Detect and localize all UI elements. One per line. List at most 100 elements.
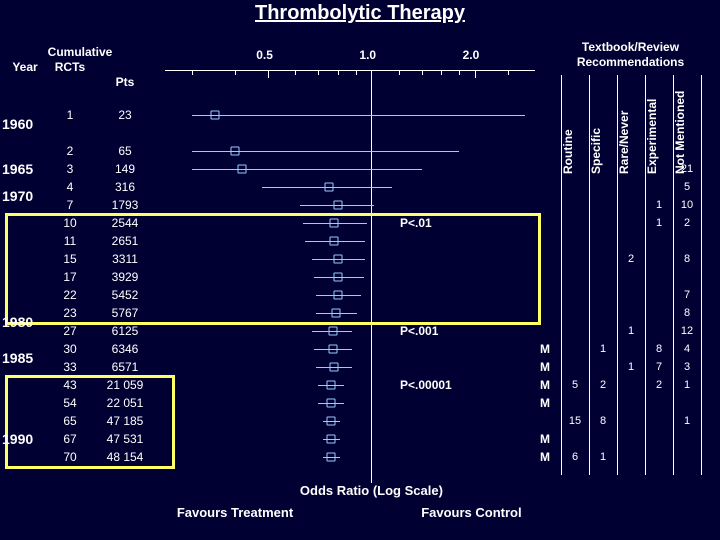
pts-10: 5452 <box>95 288 155 302</box>
tick-label: 1.0 <box>359 48 376 62</box>
pts-13: 6346 <box>95 342 155 356</box>
rec-11-4: 8 <box>676 307 698 319</box>
pts-4: 316 <box>95 180 155 194</box>
marker-17 <box>326 417 335 426</box>
rct-8: 15 <box>50 252 90 266</box>
rec-divider-1 <box>589 75 590 475</box>
rct-11: 23 <box>50 306 90 320</box>
pts-12: 6125 <box>95 324 155 338</box>
pts-15: 21 059 <box>95 378 155 392</box>
pts-5: 1793 <box>95 198 155 212</box>
marker-3 <box>238 165 247 174</box>
marker-12 <box>328 327 337 336</box>
rec-14-3: 7 <box>648 361 670 373</box>
pts-3: 149 <box>95 162 155 176</box>
pts-14: 6571 <box>95 360 155 374</box>
rec-6-4: 2 <box>676 217 698 229</box>
m-15: M <box>540 378 550 392</box>
rec-17-4: 1 <box>676 415 698 427</box>
minor-tick <box>459 70 460 75</box>
rct-10: 22 <box>50 288 90 302</box>
year-1965: 1965 <box>2 161 33 177</box>
rct-16: 54 <box>50 396 90 410</box>
marker-19 <box>326 453 335 462</box>
rec-8-4: 8 <box>676 253 698 265</box>
marker-13 <box>328 345 337 354</box>
rec-divider-2 <box>617 75 618 475</box>
rec-10-4: 7 <box>676 289 698 301</box>
rec-5-3: 1 <box>648 199 670 211</box>
chart-title: Thrombolytic Therapy <box>0 2 720 25</box>
marker-15 <box>326 381 335 390</box>
marker-0 <box>211 111 220 120</box>
p-15: P<.00001 <box>400 378 452 392</box>
rec-12-4: 12 <box>676 325 698 337</box>
pts-0: 23 <box>95 108 155 122</box>
rct-4: 4 <box>50 180 90 194</box>
rct-9: 17 <box>50 270 90 284</box>
rec-4-4: 5 <box>676 181 698 193</box>
pts-2: 65 <box>95 144 155 158</box>
marker-10 <box>334 291 343 300</box>
minor-tick <box>318 70 319 75</box>
rec-divider-5 <box>701 75 702 475</box>
header-year: Year <box>5 60 45 74</box>
rct-6: 10 <box>50 216 90 230</box>
marker-18 <box>326 435 335 444</box>
p-12: P<.001 <box>400 324 438 338</box>
pts-19: 48 154 <box>95 450 155 464</box>
rec-19-1: 1 <box>592 451 614 463</box>
rec-13-4: 4 <box>676 343 698 355</box>
rct-12: 27 <box>50 324 90 338</box>
rct-13: 30 <box>50 342 90 356</box>
minor-tick <box>338 70 339 75</box>
rec-13-1: 1 <box>592 343 614 355</box>
rec-13-3: 8 <box>648 343 670 355</box>
p-6: P<.01 <box>400 216 432 230</box>
favours-control: Favours Control <box>391 505 551 520</box>
rct-14: 33 <box>50 360 90 374</box>
minor-tick <box>295 70 296 75</box>
rec-divider-4 <box>673 75 674 475</box>
marker-6 <box>330 219 339 228</box>
year-1960: 1960 <box>2 116 33 132</box>
x-axis-label: Odds Ratio (Log Scale) <box>281 483 461 498</box>
header-cumulative: Cumulative <box>40 45 120 59</box>
marker-14 <box>330 363 339 372</box>
m-16: M <box>540 396 550 410</box>
rec-19-0: 6 <box>564 451 586 463</box>
rec-5-4: 10 <box>676 199 698 211</box>
marker-16 <box>326 399 335 408</box>
pts-11: 5767 <box>95 306 155 320</box>
rct-3: 3 <box>50 162 90 176</box>
m-13: M <box>540 342 550 356</box>
header-rcts: RCTs <box>50 60 90 74</box>
rct-15: 43 <box>50 378 90 392</box>
pts-7: 2651 <box>95 234 155 248</box>
rec-8-2: 2 <box>620 253 642 265</box>
rct-2: 2 <box>50 144 90 158</box>
rec-col-1: Specific <box>589 128 603 174</box>
m-18: M <box>540 432 550 446</box>
minor-tick <box>235 70 236 75</box>
marker-9 <box>334 273 343 282</box>
rec-15-0: 5 <box>564 379 586 391</box>
rec-17-1: 8 <box>592 415 614 427</box>
minor-tick <box>422 70 423 75</box>
pts-6: 2544 <box>95 216 155 230</box>
ci-0 <box>192 115 525 116</box>
pts-9: 3929 <box>95 270 155 284</box>
rec-divider-0 <box>561 75 562 475</box>
plot-area: CumulativeYearRCTsPts0.51.02.0Textbook/R… <box>0 30 720 540</box>
m-14: M <box>540 360 550 374</box>
header-pts: Pts <box>100 75 150 89</box>
rct-0: 1 <box>50 108 90 122</box>
year-1980: 1980 <box>2 314 33 330</box>
rec-12-2: 1 <box>620 325 642 337</box>
rct-17: 65 <box>50 414 90 428</box>
pts-18: 47 531 <box>95 432 155 446</box>
minor-tick <box>399 70 400 75</box>
marker-4 <box>324 183 333 192</box>
rct-7: 11 <box>50 234 90 248</box>
marker-11 <box>332 309 341 318</box>
